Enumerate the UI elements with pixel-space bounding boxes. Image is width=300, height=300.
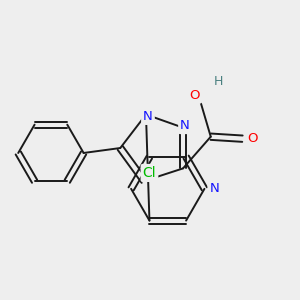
Text: O: O [247,132,258,145]
Text: H: H [214,75,224,88]
Text: N: N [209,182,219,195]
Text: N: N [180,119,190,132]
Text: Cl: Cl [142,166,156,180]
Text: O: O [190,88,200,102]
Text: N: N [143,110,153,123]
